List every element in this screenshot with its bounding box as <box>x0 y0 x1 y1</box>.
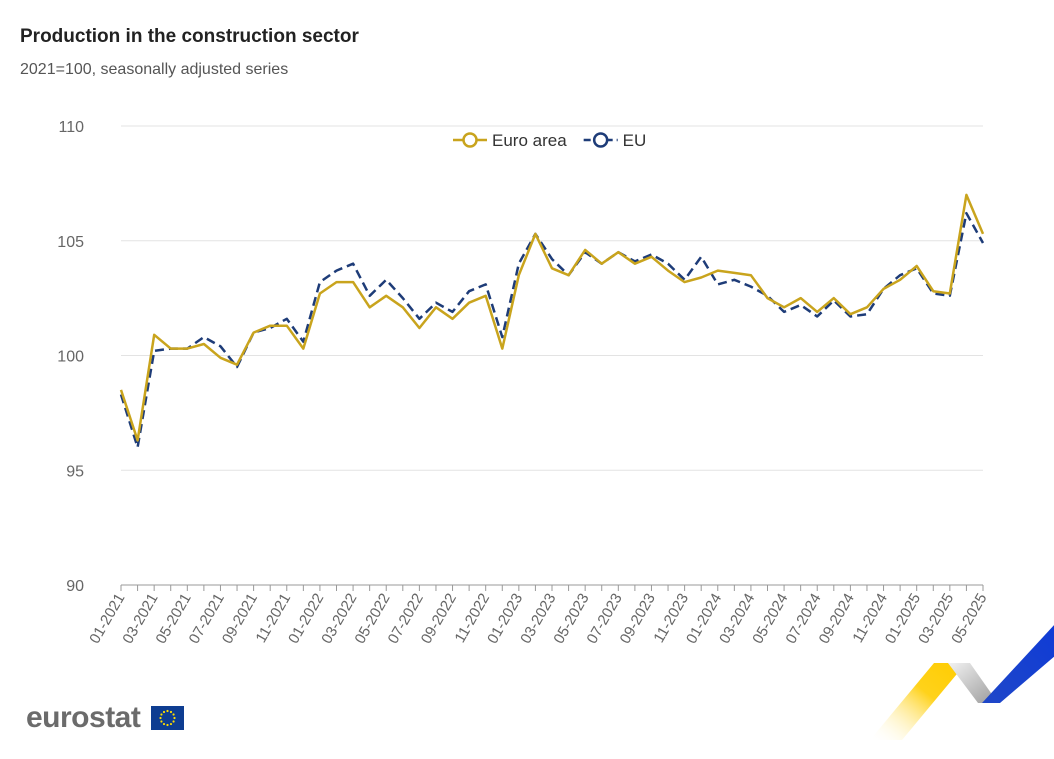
legend-marker <box>592 132 609 148</box>
legend-label: Euro area <box>492 131 567 150</box>
flag-star-icon <box>162 710 166 714</box>
legend[interactable]: Euro area EU <box>453 131 646 150</box>
x-axis: 01-202103-202105-202107-202109-202111-20… <box>86 584 990 647</box>
chart-subtitle: 2021=100, seasonally adjusted series <box>20 61 289 78</box>
legend-marker <box>462 132 478 148</box>
y-tick-label: 90 <box>66 578 84 595</box>
legend-label: EU <box>623 131 647 150</box>
line-chart: 110 105 100 95 90 01-202103-202105-202107-20… <box>57 119 990 647</box>
y-tick-label: 105 <box>57 234 84 251</box>
y-tick-label: 100 <box>57 349 84 366</box>
flag-star-icon <box>173 716 176 720</box>
grid-lines <box>121 125 983 471</box>
decorative-ribbon-icon <box>870 625 1054 740</box>
flag-star-icon <box>169 722 173 726</box>
flag-star-icon <box>160 713 163 716</box>
y-tick-label: 110 <box>58 119 84 136</box>
flag-star-icon <box>160 720 163 723</box>
flag-star-icon <box>166 723 169 727</box>
series-line-0[interactable] <box>119 193 985 442</box>
flag-star-icon <box>172 713 175 716</box>
legend-item-0[interactable]: Euro area <box>453 131 567 150</box>
y-axis-ticks: 110 105 100 95 90 <box>57 119 84 595</box>
flag-star-icon <box>162 722 166 726</box>
eurostat-logo-text: eurostat <box>26 701 141 734</box>
series-lines <box>119 193 985 449</box>
eu-flag-icon <box>151 706 184 730</box>
flag-star-icon <box>159 716 162 720</box>
series-line-1[interactable] <box>119 211 985 449</box>
y-tick-label: 95 <box>66 463 84 480</box>
flag-star-icon <box>166 709 169 713</box>
flag-star-icon <box>172 720 175 723</box>
chart-title: Production in the construction sector <box>20 26 359 47</box>
legend-item-1[interactable]: EU <box>583 131 647 150</box>
flag-star-icon <box>169 710 173 714</box>
